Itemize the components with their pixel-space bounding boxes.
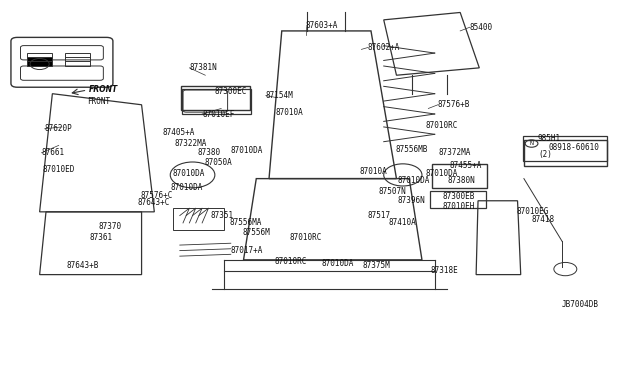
Bar <box>65 57 90 66</box>
Text: 87375M: 87375M <box>363 261 390 270</box>
Bar <box>524 140 607 166</box>
Text: 87517: 87517 <box>368 211 391 220</box>
Text: 87010DA: 87010DA <box>397 176 430 185</box>
Text: 87154M: 87154M <box>266 91 294 100</box>
Text: 87556MB: 87556MB <box>395 145 428 154</box>
Text: 87405+A: 87405+A <box>163 128 195 137</box>
Text: 87010DA: 87010DA <box>321 259 354 268</box>
Text: 87010DA: 87010DA <box>231 147 263 155</box>
Text: 87602+A: 87602+A <box>368 43 400 52</box>
Text: 87318E: 87318E <box>430 266 458 275</box>
Text: 87010EH: 87010EH <box>443 202 476 211</box>
Text: 87396N: 87396N <box>397 196 426 205</box>
Text: 87361: 87361 <box>90 233 113 242</box>
Text: 87370: 87370 <box>99 222 122 231</box>
Text: 87643+C: 87643+C <box>137 198 170 207</box>
Text: 87410A: 87410A <box>388 218 416 227</box>
Bar <box>430 191 486 208</box>
Bar <box>65 53 90 61</box>
Bar <box>27 53 52 61</box>
Text: 87418: 87418 <box>532 215 555 224</box>
Bar <box>523 136 607 161</box>
Text: 87455+A: 87455+A <box>449 161 482 170</box>
Bar <box>181 86 250 110</box>
Text: 87556MA: 87556MA <box>230 218 262 227</box>
Text: 87050A: 87050A <box>204 157 232 167</box>
Text: 87010RC: 87010RC <box>289 233 322 242</box>
Text: 87010DA: 87010DA <box>425 169 458 177</box>
Text: 87010A: 87010A <box>360 167 387 176</box>
Text: 08918-60610: 08918-60610 <box>548 143 599 152</box>
Text: 85400: 85400 <box>470 23 493 32</box>
Text: 87576+B: 87576+B <box>438 100 470 109</box>
Text: 87603+A: 87603+A <box>306 21 339 30</box>
Text: 87507N: 87507N <box>379 187 406 196</box>
Bar <box>182 89 250 114</box>
Text: 87300EB: 87300EB <box>443 192 476 201</box>
Text: 87351: 87351 <box>211 211 234 220</box>
Text: 87322MA: 87322MA <box>175 139 207 148</box>
Text: 87300EC: 87300EC <box>215 87 247 96</box>
Text: 87620P: 87620P <box>45 124 72 133</box>
Text: N: N <box>529 141 534 146</box>
Text: 985H1: 985H1 <box>538 134 561 142</box>
Text: 87643+B: 87643+B <box>67 261 99 270</box>
Text: 87010RC: 87010RC <box>274 257 307 266</box>
Text: FRONT: FRONT <box>88 97 111 106</box>
Text: 87556M: 87556M <box>243 228 270 237</box>
Text: 87380N: 87380N <box>447 176 475 185</box>
Text: 87017+A: 87017+A <box>231 246 263 255</box>
Text: 87010EG: 87010EG <box>516 207 548 217</box>
Bar <box>432 164 487 188</box>
Bar <box>27 57 52 66</box>
Text: 87010ED: 87010ED <box>43 165 75 174</box>
Text: FRONT: FRONT <box>90 85 118 94</box>
Text: (2): (2) <box>538 150 552 159</box>
Text: 87010DA: 87010DA <box>170 183 203 192</box>
Text: 87576+C: 87576+C <box>140 191 173 200</box>
Bar <box>173 208 225 230</box>
Text: 87010DA: 87010DA <box>172 169 205 177</box>
Text: JB7004DB: JB7004DB <box>562 300 599 309</box>
Text: 87010A: 87010A <box>275 108 303 117</box>
Text: 87372MA: 87372MA <box>438 148 471 157</box>
Text: 87661: 87661 <box>42 148 65 157</box>
Text: 87010RC: 87010RC <box>425 121 458 129</box>
Text: 87381N: 87381N <box>189 63 217 72</box>
Text: 87380: 87380 <box>197 148 220 157</box>
Text: 87010EF: 87010EF <box>202 109 234 119</box>
